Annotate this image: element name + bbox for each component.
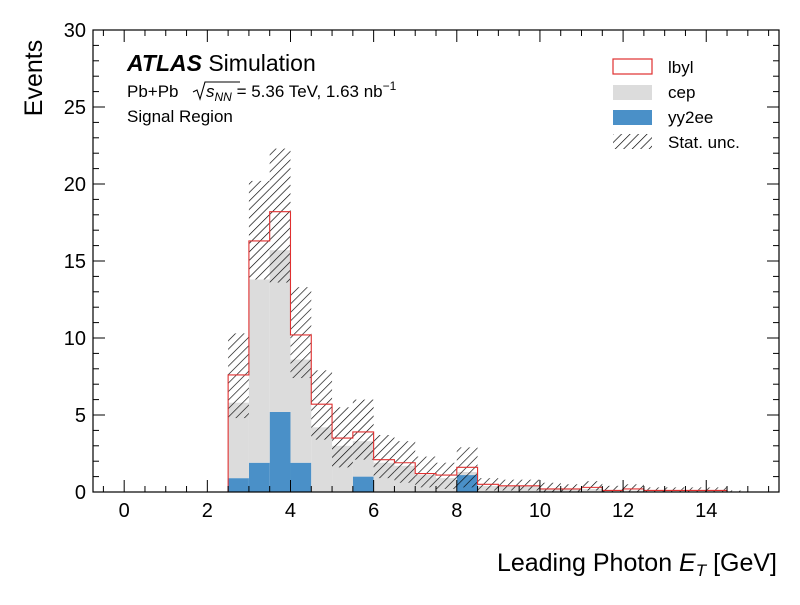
stat-unc-band xyxy=(436,462,457,489)
series-line-lbyl xyxy=(124,211,748,492)
legend-label-stat-unc: Stat. unc. xyxy=(668,133,740,152)
bar-cep xyxy=(581,488,603,492)
stat-unc-band xyxy=(332,407,353,468)
x-tick-label: 10 xyxy=(529,500,551,522)
x-tick-label: 14 xyxy=(695,500,717,522)
stat-unc-band xyxy=(394,441,416,483)
y-tick-label: 30 xyxy=(64,20,86,42)
y-tick-label: 5 xyxy=(75,405,86,427)
bar-cep xyxy=(228,402,249,479)
stat-unc-band xyxy=(727,490,748,492)
stat-unc-band xyxy=(581,481,603,491)
legend-swatch-yy2ee xyxy=(613,110,652,125)
y-tick-label: 20 xyxy=(64,174,86,196)
x-tick-label: 8 xyxy=(451,500,462,522)
legend-swatch-cep xyxy=(613,85,652,100)
svg-text:sNN = 5.36 TeV, 1.63 nb−1: sNN = 5.36 TeV, 1.63 nb−1 xyxy=(206,79,397,104)
stat-unc-band xyxy=(248,180,270,280)
legend-label-lbyl: lbyl xyxy=(668,58,694,77)
stat-unc-band xyxy=(311,370,333,440)
bar-cep xyxy=(311,427,333,492)
stat-unc-band xyxy=(290,287,312,379)
stat-unc-band xyxy=(706,487,728,492)
stat-unc-band xyxy=(415,456,436,488)
x-axis-label: Leading Photon ET [GeV] xyxy=(497,549,777,580)
y-tick-label: 0 xyxy=(75,482,86,504)
legend-swatch-lbyl xyxy=(612,58,653,75)
x-tick-label: 4 xyxy=(285,500,296,522)
stat-unc-band xyxy=(269,148,291,283)
x-tick-label: 12 xyxy=(612,500,634,522)
stat-unc-band xyxy=(643,487,665,492)
stat-unc-band xyxy=(373,435,395,479)
stat-unc-band xyxy=(602,485,624,492)
stat-unc-band xyxy=(498,479,520,491)
collision-info: Pb+Pb sNN = 5.36 TeV, 1.63 nb−1 xyxy=(127,79,397,104)
atlas-label: ATLAS Simulation xyxy=(126,50,316,76)
stat-unc-band xyxy=(560,484,582,492)
stat-unc-band xyxy=(685,487,707,492)
y-axis-label: Events xyxy=(20,40,48,116)
y-tick-label: 10 xyxy=(64,328,86,350)
legend-swatch-stat-unc xyxy=(613,134,652,149)
svg-text:Pb+Pb: Pb+Pb xyxy=(127,82,179,101)
stat-unc-band xyxy=(519,479,540,491)
stat-unc-band xyxy=(623,484,644,492)
x-tick-label: 6 xyxy=(368,500,379,522)
bar-cep xyxy=(290,359,312,463)
sqrt-sign xyxy=(192,81,240,101)
y-tick-label: 25 xyxy=(64,97,86,119)
x-tick-label: 2 xyxy=(202,500,213,522)
legend-label-yy2ee: yy2ee xyxy=(668,108,713,127)
bar-yy2ee xyxy=(269,411,291,492)
bar-yy2ee xyxy=(352,476,374,492)
stat-unc-band xyxy=(664,487,686,492)
bar-yy2ee xyxy=(228,478,249,492)
bar-cep xyxy=(269,250,291,412)
legend: lbyl cep yy2ee Stat. unc. xyxy=(612,58,740,152)
stat-unc-band xyxy=(352,399,374,460)
x-tick-label: 0 xyxy=(119,500,130,522)
y-tick-label: 15 xyxy=(64,251,86,273)
bar-yy2ee xyxy=(248,462,270,492)
legend-label-cep: cep xyxy=(668,83,695,102)
region-label: Signal Region xyxy=(127,107,233,126)
bar-cep xyxy=(248,279,270,463)
stat-unc-band xyxy=(228,333,249,419)
bar-yy2ee xyxy=(290,462,312,492)
stat-unc-band xyxy=(539,482,561,492)
